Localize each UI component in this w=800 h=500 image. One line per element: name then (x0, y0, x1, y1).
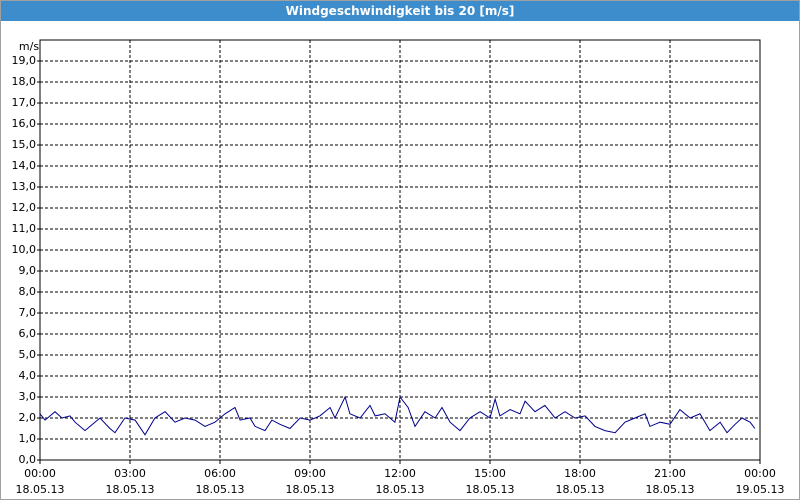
x-tick-label: 09:00 18.05.13 (285, 467, 335, 496)
y-tick-label: 3,0 (19, 390, 37, 403)
x-tick-label: 18:00 18.05.13 (555, 467, 605, 496)
y-tick-label: 16,0 (12, 117, 37, 130)
y-tick-label: 5,0 (19, 348, 37, 361)
y-unit: m/s (19, 40, 39, 53)
x-tick-label: 21:00 18.05.13 (645, 467, 695, 496)
y-tick-label: 15,0 (12, 138, 37, 151)
x-tick-label: 03:00 18.05.13 (105, 467, 155, 496)
y-tick-label: 0,0 (19, 453, 37, 466)
y-tick-label: 2,0 (19, 411, 37, 424)
y-tick-label: 12,0 (12, 201, 37, 214)
y-tick-label: 8,0 (19, 285, 37, 298)
x-tick-label: 06:00 18.05.13 (195, 467, 245, 496)
x-tick-label: 00:00 18.05.13 (15, 467, 65, 496)
y-tick-label: 4,0 (19, 369, 37, 382)
y-tick-label: 18,0 (12, 75, 37, 88)
y-tick-label: 7,0 (19, 306, 37, 319)
x-tick-label: 15:00 18.05.13 (465, 467, 515, 496)
y-tick-label: 6,0 (19, 327, 37, 340)
y-tick-label: 11,0 (12, 222, 37, 235)
y-tick-label: 13,0 (12, 180, 37, 193)
y-tick-label: 9,0 (19, 264, 37, 277)
y-tick-label: 17,0 (12, 96, 37, 109)
y-tick-label: 1,0 (19, 432, 37, 445)
y-tick-label: 14,0 (12, 159, 37, 172)
plot-frame (39, 39, 761, 461)
title-bar: Windgeschwindigkeit bis 20 [m/s] (1, 1, 799, 21)
y-tick-label: 10,0 (12, 243, 37, 256)
y-tick-label: 19,0 (12, 54, 37, 67)
x-tick-label: 00:00 19.05.13 (735, 467, 785, 496)
data-line (39, 395, 756, 436)
x-tick-label: 12:00 18.05.13 (375, 467, 425, 496)
